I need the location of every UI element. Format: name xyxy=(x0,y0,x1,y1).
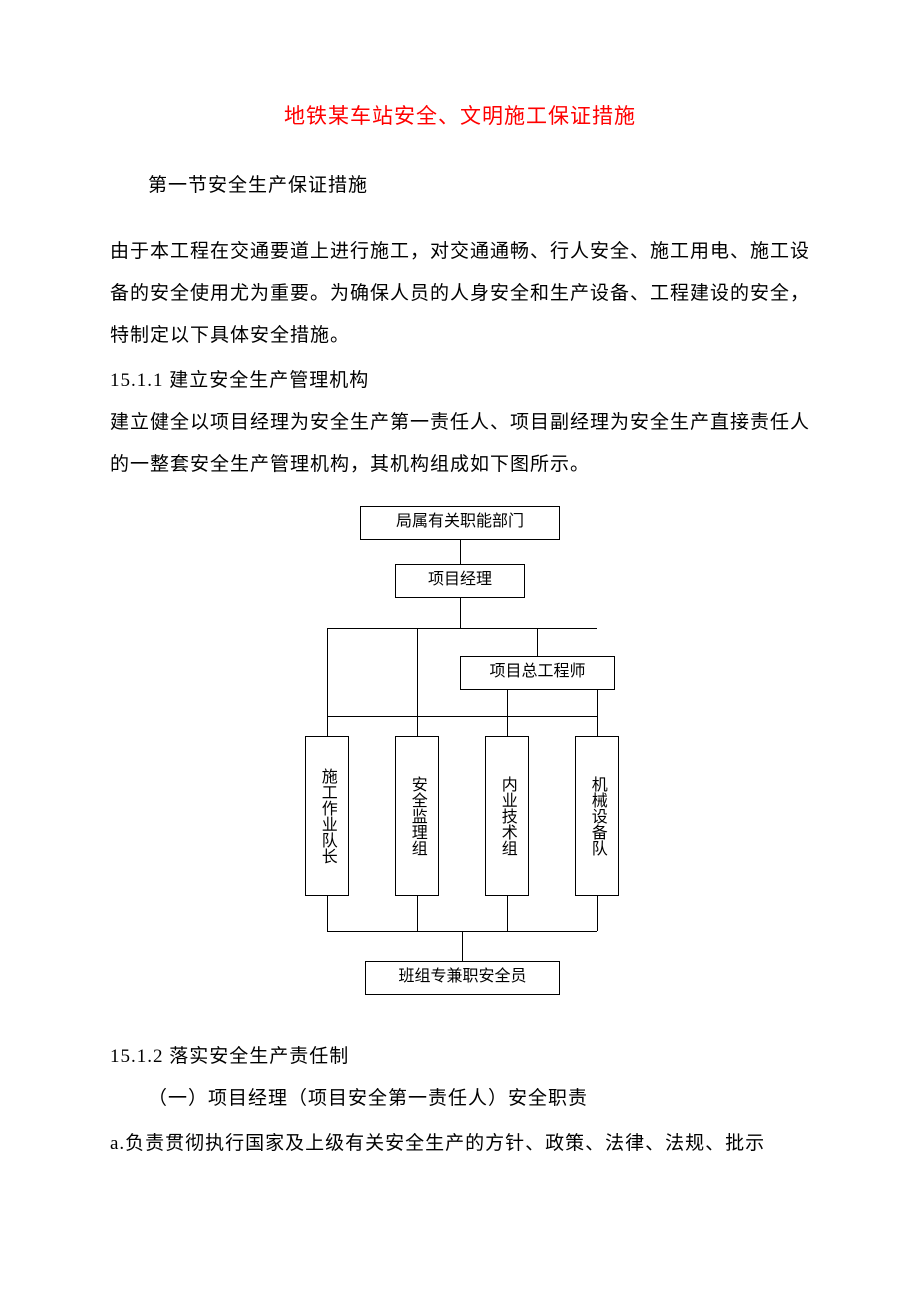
org-connector-d_col4 xyxy=(597,896,598,931)
org-connector-bus_u_col3 xyxy=(507,690,508,716)
org-node-chief: 项目总工程师 xyxy=(460,656,615,690)
org-node-col2: 安全监理组 xyxy=(395,736,439,896)
org-node-top: 局属有关职能部门 xyxy=(360,506,560,540)
org-connector-low_to_bot xyxy=(462,931,463,961)
document-page: 地铁某车站安全、文明施工保证措施 第一节安全生产保证措施 由于本工程在交通要道上… xyxy=(0,0,920,1301)
org-connector-bus_l_col1 xyxy=(327,628,328,716)
org-connector-m_col1 xyxy=(327,716,328,736)
org-node-col3: 内业技术组 xyxy=(485,736,529,896)
org-chart-diagram: 局属有关职能部门项目经理项目总工程师施工作业队长 安全监理组 内业技术组 机械设备队班… xyxy=(280,506,640,1026)
org-connector-top_to_pm xyxy=(460,540,461,564)
org-node-bottom: 班组专兼职安全员 xyxy=(365,961,560,995)
resp1-heading: （一）项目经理（项目安全第一责任人）安全职责 xyxy=(110,1078,810,1120)
document-title: 地铁某车站安全、文明施工保证措施 xyxy=(110,100,810,130)
subheading-1512: 15.1.2 落实安全生产责任制 xyxy=(110,1036,810,1078)
section-heading: 第一节安全生产保证措施 xyxy=(110,170,810,197)
org-connector-pm_to_bus xyxy=(460,598,461,628)
org-connector-bus_top xyxy=(327,628,597,629)
org-connector-bus_u_col4 xyxy=(597,690,598,716)
org-node-pm: 项目经理 xyxy=(395,564,525,598)
paragraph-orgdesc: 建立健全以项目经理为安全生产第一责任人、项目副经理为安全生产直接责任人的一整套安… xyxy=(110,402,810,486)
org-connector-d_col3 xyxy=(507,896,508,931)
org-connector-bus_mid xyxy=(327,716,597,717)
org-connector-m_col4 xyxy=(597,716,598,736)
org-connector-bus_to_chief xyxy=(537,628,538,656)
subheading-1511: 15.1.1 建立安全生产管理机构 xyxy=(110,360,810,402)
org-connector-m_col2 xyxy=(417,716,418,736)
org-connector-bus_l_col2 xyxy=(417,628,418,716)
org-node-col4: 机械设备队 xyxy=(575,736,619,896)
org-node-col1: 施工作业队长 xyxy=(305,736,349,896)
paragraph-intro: 由于本工程在交通要道上进行施工，对交通通畅、行人安全、施工用电、施工设备的安全使… xyxy=(110,231,810,356)
resp1-item-a: a.负责贯彻执行国家及上级有关安全生产的方针、政策、法律、法规、批示 xyxy=(110,1123,810,1165)
org-connector-m_col3 xyxy=(507,716,508,736)
org-connector-d_col2 xyxy=(417,896,418,931)
org-connector-d_col1 xyxy=(327,896,328,931)
